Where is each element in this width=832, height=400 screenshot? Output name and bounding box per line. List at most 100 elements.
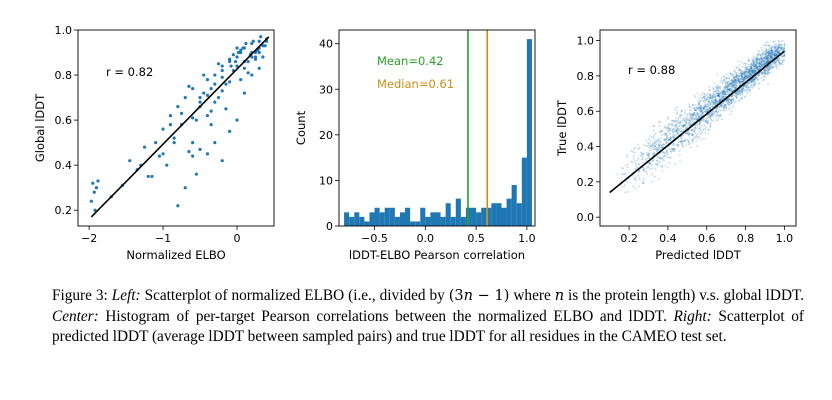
right-scatter-point [729, 88, 732, 90]
right-scatter-point [740, 91, 743, 94]
right-scatter-point [777, 45, 780, 48]
right-xtick-label: 0.6 [698, 232, 716, 245]
left-scatter-point [157, 154, 161, 158]
mean-label: Mean=0.42 [377, 54, 444, 68]
right-scatter-point [780, 46, 783, 49]
right-scatter-point [734, 100, 737, 103]
right-scatter-point [758, 62, 761, 64]
right-scatter-point [712, 92, 715, 95]
right-scatter-point [709, 114, 712, 117]
right-scatter-point [696, 118, 699, 121]
right-scatter-point [738, 81, 741, 84]
right-scatter-point [741, 76, 744, 79]
caption-math-n: n [463, 288, 473, 304]
right-scatter-point [699, 100, 702, 103]
right-scatter-point [685, 121, 687, 124]
right-scatter-point [731, 98, 734, 100]
right-scatter-point [711, 113, 714, 116]
right-scatter-point [771, 66, 774, 68]
right-scatter-point [752, 69, 755, 72]
left-scatter-point [250, 55, 254, 59]
right-scatter-point [752, 62, 755, 65]
histogram-bar [521, 157, 527, 226]
left-scatter-point [191, 154, 195, 158]
right-scatter-point [740, 74, 743, 77]
left-scatter-point [235, 64, 239, 68]
right-scatter-point [712, 100, 715, 103]
right-scatter-point [708, 97, 711, 100]
right-scatter-point [714, 90, 717, 93]
right-scatter-point [678, 154, 681, 157]
right-scatter-point [750, 62, 753, 65]
left-scatter-point [168, 123, 173, 127]
right-scatter-point [709, 107, 712, 109]
right-scatter-point [670, 136, 673, 139]
right-xlabel: Predicted lDDT [655, 248, 742, 262]
right-scatter-point [765, 54, 767, 56]
right-scatter-point [637, 174, 640, 177]
right-scatter-point [689, 119, 692, 122]
right-scatter-point [783, 55, 786, 57]
right-scatter-point [734, 78, 737, 81]
left-scatter-point [205, 152, 210, 156]
right-scatter-point [713, 96, 716, 98]
right-scatter-point [765, 53, 768, 56]
right-scatter-point [652, 148, 655, 151]
right-scatter-point [655, 150, 658, 153]
right-scatter-point [743, 96, 746, 98]
right-scatter-point [763, 71, 766, 74]
right-scatter-point [658, 144, 660, 147]
right-scatter-point [677, 145, 680, 148]
right-scatter-point [730, 83, 733, 86]
right-scatter-point [749, 75, 751, 78]
right-scatter-point [757, 78, 760, 80]
right-scatter-point [717, 116, 720, 119]
right-scatter-point [773, 52, 776, 55]
right-scatter-point [642, 166, 645, 169]
right-scatter-point [673, 121, 676, 124]
right-scatter-point [698, 127, 701, 130]
right-scatter-point [659, 152, 662, 155]
right-scatter-point [777, 51, 780, 54]
right-scatter-point [712, 88, 715, 91]
right-scatter-point [749, 91, 751, 93]
right-xtick-label: 0.8 [737, 232, 755, 245]
right-scatter-point [716, 87, 718, 90]
right-scatter-point [765, 49, 767, 52]
center-xlabel: lDDT-ELBO Pearson correlation [349, 248, 525, 262]
right-scatter-point [736, 80, 739, 83]
right-scatter-point [766, 67, 769, 70]
histogram-bar [359, 216, 365, 226]
right-scatter-point [774, 54, 776, 57]
right-scatter-point [731, 95, 734, 98]
right-scatter-point [701, 119, 704, 122]
right-scatter-point [765, 60, 768, 63]
right-scatter-point [767, 83, 770, 86]
right-scatter-point [720, 99, 722, 102]
right-scatter-point [690, 128, 693, 131]
right-scatter-point [756, 62, 759, 65]
right-scatter-point [674, 134, 677, 137]
right-scatter-point [726, 81, 728, 84]
right-scatter-point [700, 110, 703, 113]
right-scatter-point [681, 144, 684, 147]
right-scatter-point [735, 84, 738, 87]
right-scatter-point [723, 108, 725, 111]
right-scatter-point [666, 136, 668, 139]
right-scatter-point [660, 134, 663, 137]
right-scatter-point [744, 75, 747, 78]
right-scatter-point [719, 97, 722, 100]
right-scatter-point [710, 97, 712, 100]
right-scatter-point [682, 124, 685, 127]
right-scatter-point [626, 191, 629, 193]
right-scatter-point [648, 143, 650, 145]
right-scatter-point [685, 121, 688, 124]
right-scatter-point [763, 62, 766, 65]
right-scatter-point [723, 75, 725, 78]
right-scatter-point [692, 113, 695, 115]
right-scatter-point [732, 81, 735, 84]
right-scatter-point [716, 87, 719, 90]
right-scatter-point [660, 146, 663, 148]
right-scatter-point [733, 87, 736, 90]
right-scatter-point [719, 109, 722, 112]
